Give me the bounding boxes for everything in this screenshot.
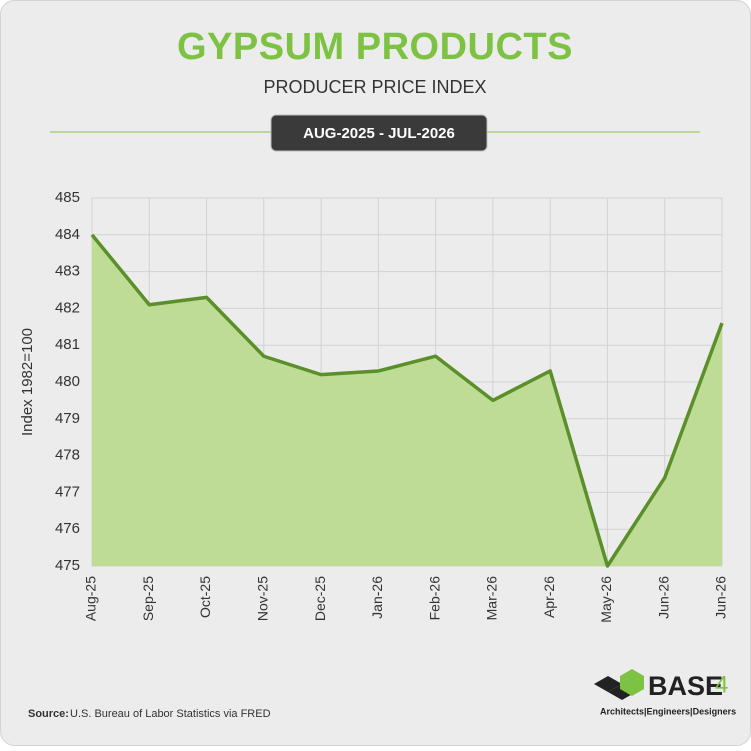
date-badge [270,114,488,152]
x-tick-label: Dec-25 [312,576,328,621]
y-tick-label: 476 [55,520,80,537]
x-tick-label: Nov-25 [255,576,271,621]
x-tick-label: May-26 [598,576,614,623]
y-tick-label: 475 [55,557,80,574]
logo-text: BASE [648,671,723,701]
logo-icon [594,669,644,700]
x-tick-label: Jan-26 [369,576,385,619]
x-tick-label: Apr-26 [541,576,557,618]
y-tick-label: 477 [55,483,80,500]
y-axis-label: Index 1982=100 [19,328,36,436]
x-tick-label: Oct-25 [197,576,213,618]
y-tick-label: 479 [55,410,80,427]
y-tick-label: 482 [55,299,80,316]
y-tick-label: 478 [55,447,80,464]
y-tick-label: 484 [55,226,80,243]
x-tick-label: Jun-26 [655,576,671,619]
chart-subtitle: PRODUCER PRICE INDEX [263,77,486,97]
chart-title: GYPSUM PRODUCTS [177,26,573,68]
line [90,233,724,568]
x-tick-label: Aug-25 [83,576,99,621]
source: U.S. Bureau of Labor Statistics via FRED [70,708,271,720]
x-tick-label: Feb-26 [426,576,442,621]
x-tick-label: Jun-26 [713,576,729,619]
y-tick-label: 483 [55,263,80,280]
y-tick-label: 485 [55,189,80,206]
x-tick-label: Sep-25 [140,576,156,621]
y-tick-label: 480 [55,373,80,390]
logo-tagline: Architects|Engineers|Designers [600,706,736,716]
area-fill [92,234,722,567]
date-range: AUG-2025 - JUL-2026 [303,125,455,142]
y-tick-label: 481 [55,336,80,353]
x-tick-label: Mar-26 [484,576,500,621]
logo-number: 4 [715,671,728,698]
source-label: Source: [28,708,69,720]
